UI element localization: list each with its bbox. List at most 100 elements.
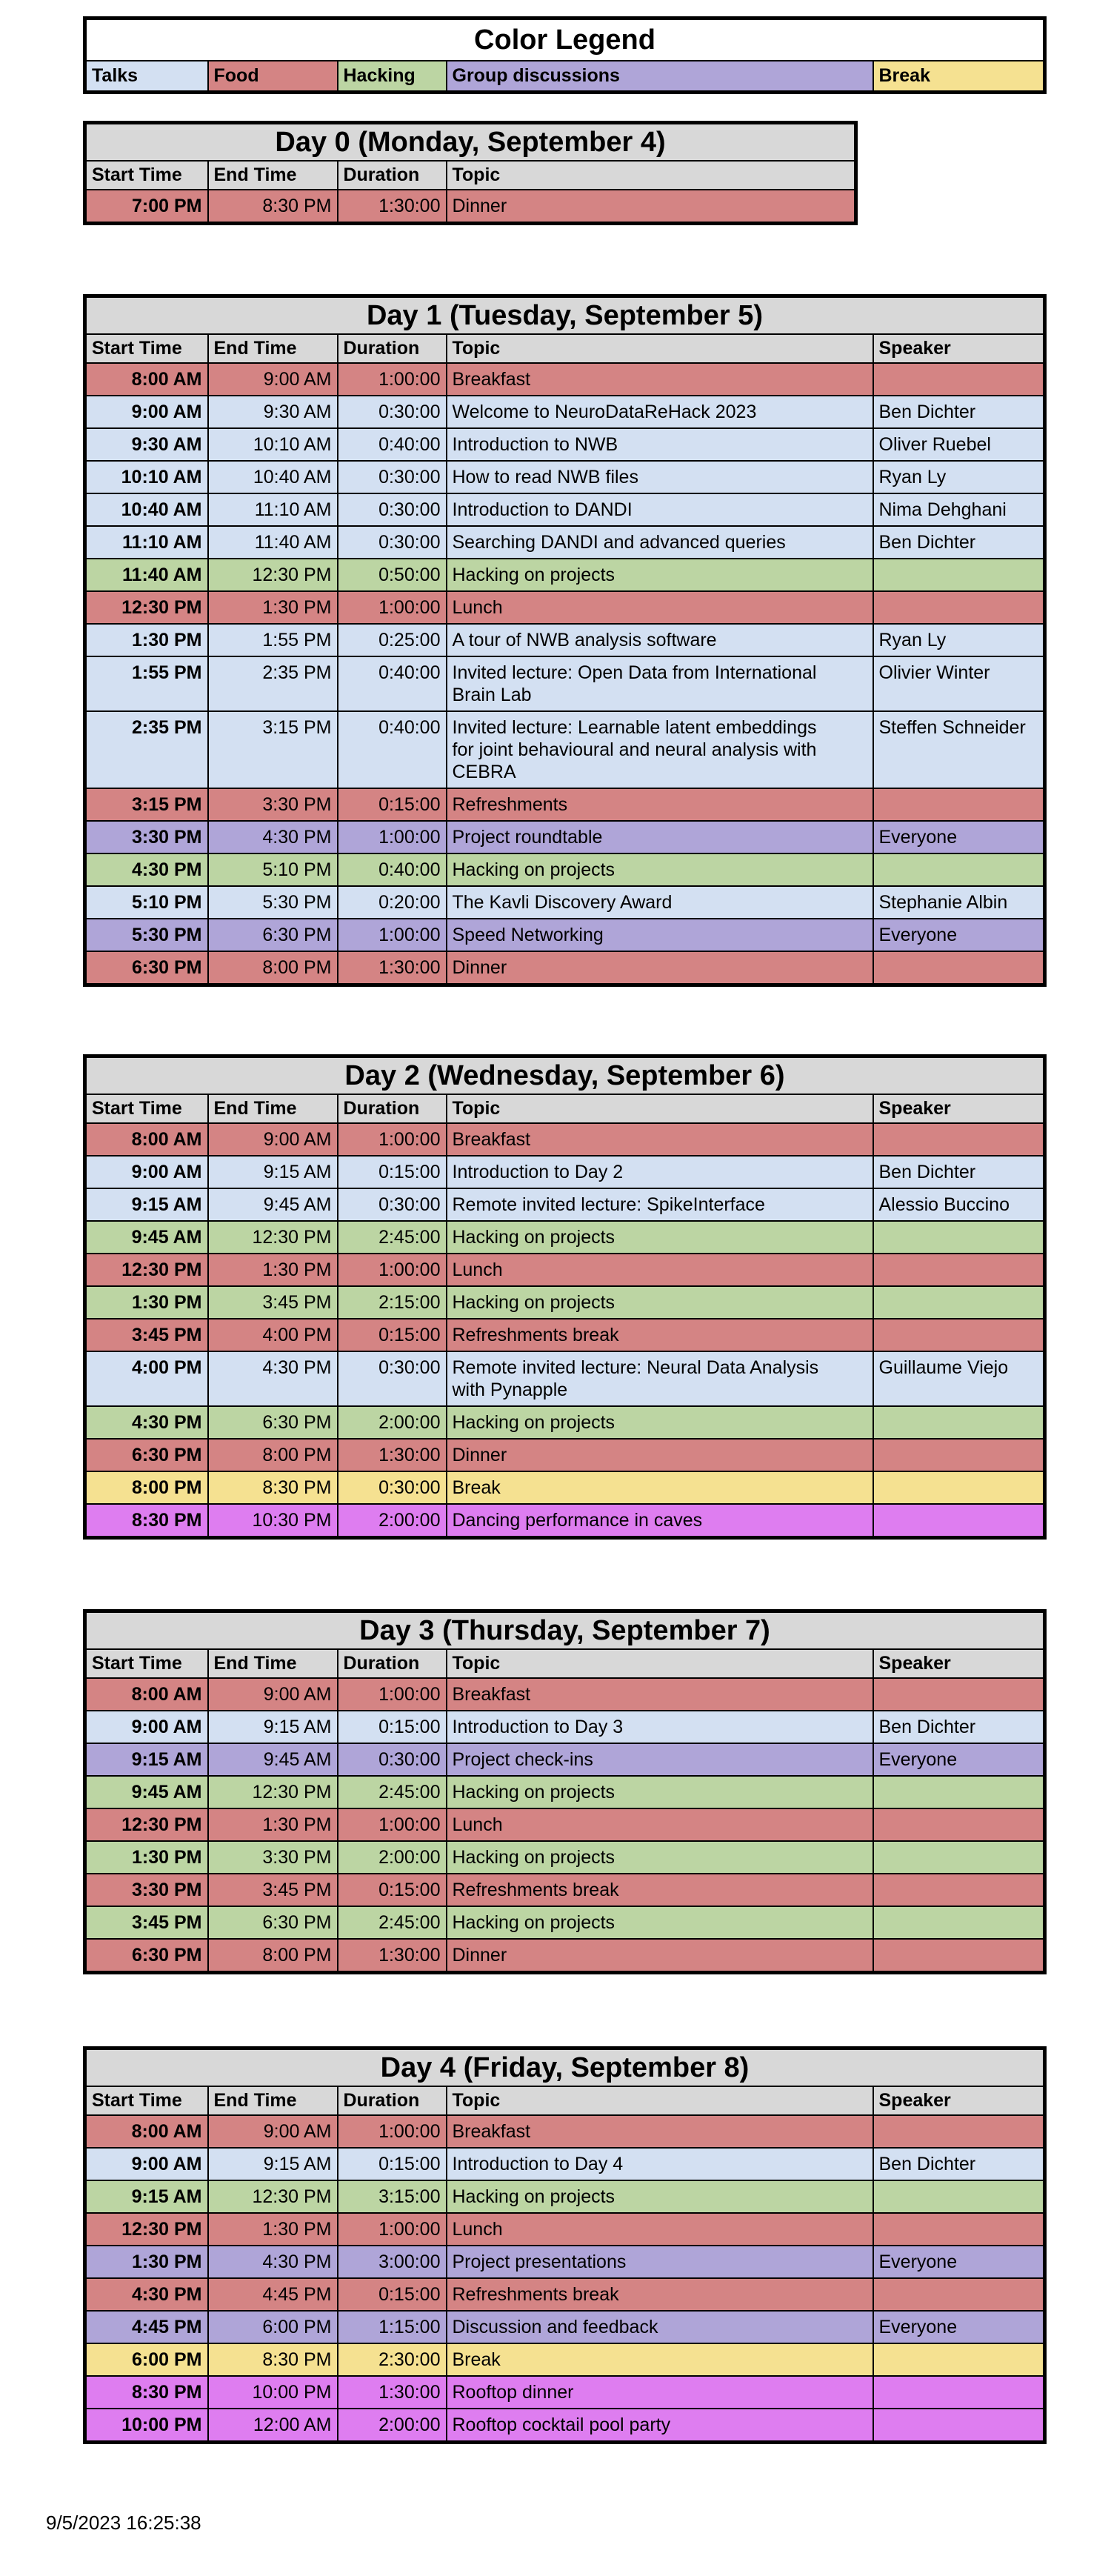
schedule-row: 4:30 PM 6:30 PM 2:00:00 Hacking on projects [84,1405,1046,1440]
end-time-cell: 9:15 AM [207,2147,338,2181]
column-header-topic: Topic [445,333,874,364]
duration-cell: 0:30:00 [336,395,447,429]
topic-cell: Lunch [445,2212,874,2246]
schedule-row: 8:30 PM 10:00 PM 1:30:00 Rooftop dinner [84,2375,1046,2409]
column-header-end-time: End Time [207,333,338,364]
end-time-cell: 9:45 AM [207,1743,338,1777]
column-header-topic: Topic [445,1094,874,1124]
day-title-row: Day 2 (Wednesday, September 6) [84,1055,1046,1095]
topic-cell: Dinner [445,1438,874,1472]
speaker-cell: Olivier Winter [872,656,1046,712]
topic-cell: Break [445,2343,874,2377]
footer-timestamp: 9/5/2023 16:25:38 [46,2512,201,2534]
speaker-cell [872,362,1046,396]
duration-cell: 0:30:00 [336,493,447,527]
start-time-cell: 11:40 AM [84,558,209,592]
duration-cell: 2:45:00 [336,1906,447,1940]
legend-item-food: Food [207,60,338,93]
duration-cell: 2:30:00 [336,2343,447,2377]
start-time-cell: 11:10 AM [84,525,209,559]
end-time-cell: 12:30 PM [207,2180,338,2214]
start-time-cell: 4:45 PM [84,2310,209,2344]
schedule-row: 3:30 PM 3:45 PM 0:15:00 Refreshments break [84,1873,1046,1907]
duration-cell: 2:45:00 [336,1220,447,1254]
schedule-row: 1:30 PM 4:30 PM 3:00:00 Project presentatio… [84,2245,1046,2279]
speaker-cell [872,2212,1046,2246]
end-time-cell: 11:40 AM [207,525,338,559]
schedule-row: 9:15 AM 9:45 AM 0:30:00 Project check-ins Ev… [84,1743,1046,1777]
end-time-cell: 8:00 PM [207,1938,338,1974]
column-header-topic: Topic [445,1648,874,1679]
speaker-cell [872,1840,1046,1874]
speaker-cell [872,1808,1046,1842]
speaker-cell: Ryan Ly [872,623,1046,657]
column-header-duration: Duration [336,1094,447,1124]
schedule-row: 12:30 PM 1:30 PM 1:00:00 Lunch [84,2212,1046,2246]
duration-cell: 2:00:00 [336,2408,447,2443]
column-header-speaker: Speaker [872,1648,1046,1679]
schedule-row: 10:00 PM 12:00 AM 2:00:00 Rooftop cocktail … [84,2408,1046,2443]
topic-cell: Introduction to Day 3 [445,1710,874,1744]
speaker-cell [872,1220,1046,1254]
end-time-cell: 2:35 PM [207,656,338,712]
column-header-end-time: End Time [207,160,338,190]
duration-cell: 0:15:00 [336,1155,447,1189]
start-time-cell: 10:40 AM [84,493,209,527]
schedule-row: 1:30 PM 3:30 PM 2:00:00 Hacking on projects [84,1840,1046,1874]
duration-cell: 0:40:00 [336,656,447,712]
start-time-cell: 12:30 PM [84,1253,209,1287]
topic-cell: Lunch [445,590,874,625]
topic-cell: Refreshments [445,788,874,822]
start-time-cell: 8:00 PM [84,1471,209,1505]
end-time-cell: 9:00 AM [207,1677,338,1711]
schedule-row: 4:30 PM 5:10 PM 0:40:00 Hacking on projects [84,853,1046,887]
end-time-cell: 4:00 PM [207,1318,338,1352]
end-time-cell: 8:00 PM [207,951,338,986]
schedule-row: 8:00 PM 8:30 PM 0:30:00 Break [84,1471,1046,1505]
topic-cell: Dinner [445,189,857,224]
topic-cell: Remote invited lecture: Neural Data Anal… [445,1351,874,1407]
speaker-cell: Everyone [872,918,1046,952]
day-title-row: Day 1 (Tuesday, September 5) [84,295,1046,335]
speaker-cell [872,1873,1046,1907]
duration-cell: 0:30:00 [336,1743,447,1777]
end-time-cell: 9:15 AM [207,1155,338,1189]
topic-cell: Hacking on projects [445,558,874,592]
schedule-row: 12:30 PM 1:30 PM 1:00:00 Lunch [84,1253,1046,1287]
duration-cell: 1:00:00 [336,1808,447,1842]
day-title: Day 0 (Monday, September 4) [84,122,857,162]
speaker-cell [872,1122,1046,1156]
start-time-cell: 3:45 PM [84,1906,209,1940]
duration-cell: 0:30:00 [336,1471,447,1505]
end-time-cell: 9:30 AM [207,395,338,429]
duration-cell: 1:00:00 [336,1122,447,1156]
start-time-cell: 9:15 AM [84,1743,209,1777]
start-time-cell: 9:15 AM [84,2180,209,2214]
duration-cell: 0:30:00 [336,1188,447,1222]
end-time-cell: 12:30 PM [207,558,338,592]
start-time-cell: 9:00 AM [84,2147,209,2181]
column-header-duration: Duration [336,333,447,364]
end-time-cell: 10:10 AM [207,427,338,462]
duration-cell: 1:00:00 [336,1253,447,1287]
end-time-cell: 6:30 PM [207,1906,338,1940]
start-time-cell: 12:30 PM [84,1808,209,1842]
column-header-duration: Duration [336,2086,447,2116]
end-time-cell: 5:30 PM [207,885,338,919]
end-time-cell: 11:10 AM [207,493,338,527]
schedule-row: 6:30 PM 8:00 PM 1:30:00 Dinner [84,951,1046,986]
column-header-row: Start Time End Time Duration Topic Speaker [84,1094,1046,1124]
start-time-cell: 1:30 PM [84,1285,209,1319]
column-header-speaker: Speaker [872,1094,1046,1124]
day-4-table: Day 4 (Friday, September 8) Start Time End… [83,2046,1047,2444]
speaker-cell: Ben Dichter [872,2147,1046,2181]
legend-item-talks: Talks [84,60,209,93]
end-time-cell: 10:40 AM [207,460,338,494]
end-time-cell: 3:45 PM [207,1285,338,1319]
end-time-cell: 10:30 PM [207,1503,338,1539]
speaker-cell [872,1503,1046,1539]
legend-item-break: Break [872,60,1046,93]
speaker-cell: Ben Dichter [872,525,1046,559]
schedule-row: 1:30 PM 3:45 PM 2:15:00 Hacking on projects [84,1285,1046,1319]
